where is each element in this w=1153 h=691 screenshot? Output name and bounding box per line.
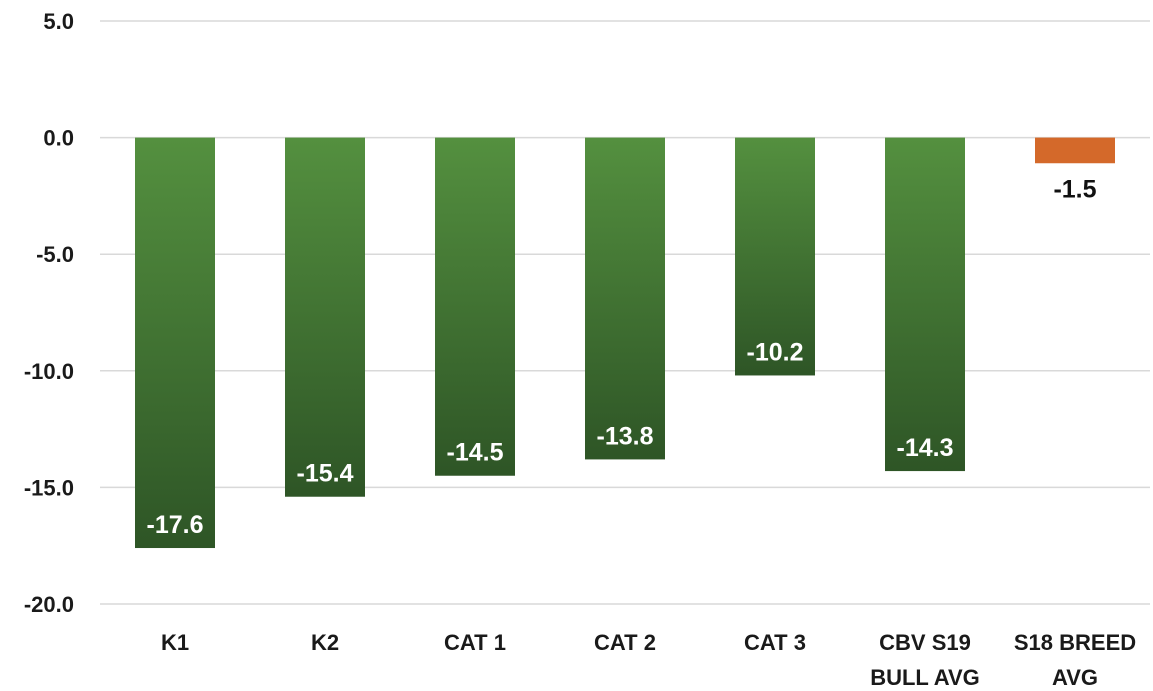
data-label: -1.5 — [1053, 175, 1096, 203]
x-category-label: S18 BREED AVG — [1014, 630, 1136, 690]
x-axis-category-labels: K1 K2 CAT 1 CAT 2 CAT 3 CBV S19 BULL AVG S18 BR… — [161, 630, 1136, 690]
y-tick-label: -5.0 — [36, 242, 74, 267]
bar — [885, 137, 965, 472]
data-label: -17.6 — [147, 511, 204, 539]
x-category-label: CAT 1 — [444, 630, 506, 655]
data-label: -14.5 — [447, 439, 504, 467]
data-label: -10.2 — [747, 338, 804, 366]
y-tick-label: -20.0 — [24, 592, 74, 617]
bar — [285, 137, 365, 497]
y-axis-tick-labels: 5.0 0.0 -5.0 -10.0 -15.0 -20.0 — [24, 9, 74, 617]
x-category-label: K1 — [161, 630, 189, 655]
y-tick-label: -15.0 — [24, 475, 74, 500]
x-category-label: CAT 2 — [594, 630, 656, 655]
y-tick-label: 5.0 — [43, 9, 74, 34]
x-category-label: CBV S19 BULL AVG — [870, 630, 980, 690]
x-category-label: K2 — [311, 630, 339, 655]
bar — [735, 137, 815, 376]
data-label: -14.3 — [897, 434, 954, 462]
bar — [435, 137, 515, 476]
x-category-label: CAT 3 — [744, 630, 806, 655]
data-label: -13.8 — [597, 422, 654, 450]
bar — [1035, 137, 1115, 164]
data-label: -15.4 — [297, 460, 354, 488]
y-tick-label: -10.0 — [24, 359, 74, 384]
bar — [585, 137, 665, 460]
bars — [135, 137, 1115, 549]
data-labels: -17.6 -15.4 -14.5 -13.8 -10.2 -14.3 -1.5 — [147, 175, 1097, 539]
y-tick-label: 0.0 — [43, 126, 74, 151]
bar — [135, 137, 215, 549]
